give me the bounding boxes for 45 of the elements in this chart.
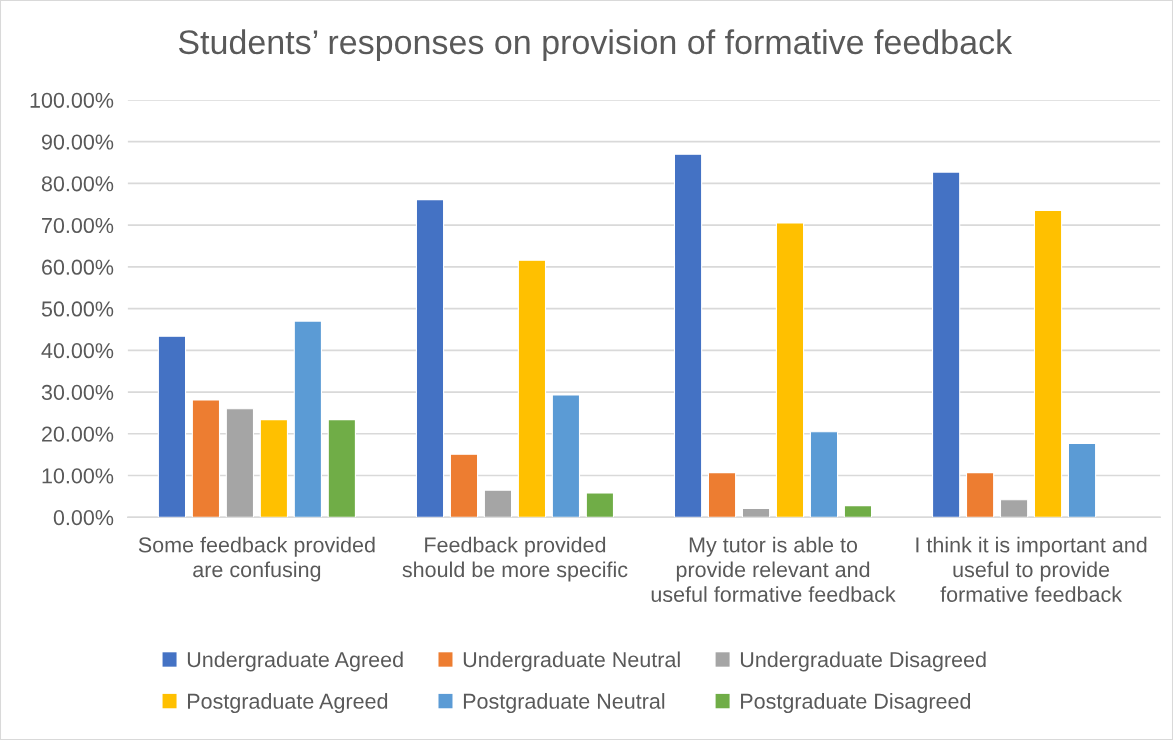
x-tick-label: Some feedback provided are confusing xyxy=(138,536,375,582)
bar xyxy=(673,153,703,518)
y-tick-label: 20.00% xyxy=(42,426,114,442)
x-tick-label: Feedback provided should be more specific xyxy=(402,536,628,582)
bar xyxy=(999,499,1029,518)
bar xyxy=(293,320,323,518)
bar xyxy=(259,419,289,518)
bar xyxy=(931,171,961,518)
bar xyxy=(327,419,356,518)
bar xyxy=(965,472,995,518)
y-tick-label: 10.00% xyxy=(42,468,114,484)
bar xyxy=(809,431,839,518)
bar xyxy=(585,492,615,518)
bar xyxy=(225,408,255,518)
y-tick-label: 90.00% xyxy=(41,134,114,150)
legend-label: Undergraduate Neutral xyxy=(463,651,680,672)
legend-label: Postgraduate Agreed xyxy=(188,693,388,714)
bar xyxy=(775,222,805,518)
bar xyxy=(1067,442,1097,518)
bar xyxy=(191,399,221,518)
y-tick-label: 30.00% xyxy=(41,384,114,401)
y-tick-label: 100.00% xyxy=(30,92,114,108)
bar xyxy=(551,394,581,518)
bar xyxy=(415,199,445,518)
legend-label: Postgraduate Neutral xyxy=(463,693,665,714)
y-tick-label: 40.00% xyxy=(41,343,114,359)
bar xyxy=(483,489,513,518)
bar xyxy=(707,472,737,518)
bar xyxy=(517,259,547,518)
legend-label: Undergraduate Disagreed xyxy=(740,651,986,672)
legend-label: Undergraduate Agreed xyxy=(187,651,403,672)
y-tick-label: 60.00% xyxy=(42,259,114,275)
bar xyxy=(157,335,187,518)
y-tick-label: 50.00% xyxy=(41,301,114,317)
y-tick-label: 70.00% xyxy=(42,217,114,234)
x-tick-label: My tutor is able to provide relevant and useful formative feedback xyxy=(651,536,896,603)
bar xyxy=(1033,209,1063,518)
y-tick-label: 0.00% xyxy=(53,510,114,526)
x-tick-label: I think it is important and useful to provide formative feedback xyxy=(916,536,1147,603)
y-tick-label: 80.00% xyxy=(41,176,114,192)
bar xyxy=(741,507,771,518)
chart-title: Students’ responses on provision of formative feedback xyxy=(178,29,1013,61)
bar xyxy=(449,453,479,518)
legend-label: Postgraduate Disagreed xyxy=(741,693,971,714)
bar xyxy=(843,505,873,518)
